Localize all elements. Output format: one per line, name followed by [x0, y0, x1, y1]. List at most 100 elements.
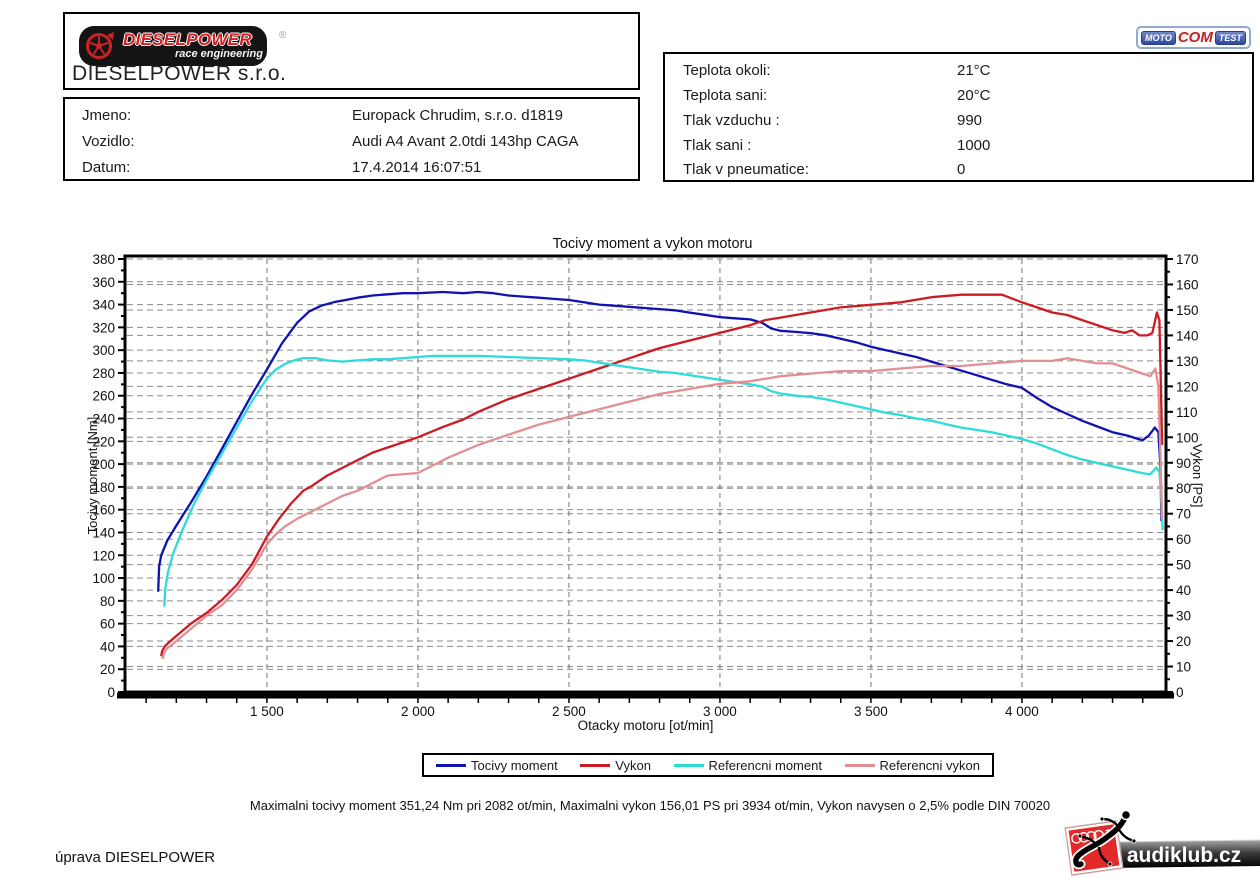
com-text: COM — [1177, 29, 1213, 46]
right-tick-label: 150 — [1176, 303, 1199, 318]
legend-label: Tocivy moment — [471, 757, 558, 773]
legend-swatch — [436, 763, 466, 767]
legend-label: Referencni vykon — [879, 757, 980, 773]
row-label: Tlak sani : — [683, 137, 752, 154]
bottom-tick-label: 1 500 — [250, 704, 284, 719]
row-label: Tlak vzduchu : — [683, 112, 780, 129]
right-tick-label: 30 — [1176, 609, 1191, 624]
right-tick-label: 140 — [1176, 328, 1199, 343]
customer-row: Jmeno: Europack Chrudim, s.r.o. d1819 — [82, 107, 622, 127]
left-tick-label: 380 — [92, 252, 115, 267]
bottom-tick-label: 2 500 — [552, 704, 586, 719]
row-value: 20°C — [957, 87, 991, 104]
condition-row: Teplota okoli: 21°C — [683, 62, 1233, 82]
row-value: Audi A4 Avant 2.0tdi 143hp CAGA — [352, 133, 579, 150]
results-summary: Maximalni tocivy moment 351,24 Nm pri 20… — [249, 798, 1051, 813]
legend-item: Referencni moment — [673, 757, 822, 773]
curve-vykon — [160, 293, 1164, 657]
legend-swatch — [580, 763, 611, 767]
audiklub-text: audiklub.cz — [1127, 844, 1241, 867]
right-tick-label: 110 — [1176, 405, 1198, 420]
left-tick-label: 220 — [92, 434, 115, 449]
row-label: Teplota sani: — [683, 87, 768, 104]
right-tick-label: 40 — [1176, 583, 1191, 598]
condition-row: Teplota sani: 20°C — [683, 87, 1233, 107]
left-tick-label: 240 — [92, 412, 115, 427]
customer-row: Datum: 17.4.2014 16:07:51 — [82, 159, 622, 179]
company-box: DIESELPOWER race engineering ® DIESELPOW… — [63, 12, 640, 90]
row-value: 0 — [957, 161, 966, 178]
row-value: 21°C — [957, 62, 991, 79]
row-label: Datum: — [82, 159, 131, 176]
left-tick-label: 320 — [92, 320, 115, 335]
tuning-label: úprava DIESELPOWER — [55, 849, 216, 866]
conditions-box: Teplota okoli: 21°C Teplota sani: 20°C T… — [663, 52, 1254, 182]
gecko-icon — [1071, 809, 1137, 870]
row-value: 17.4.2014 16:07:51 — [352, 159, 482, 176]
bottom-tick-label: 3 000 — [703, 704, 737, 719]
bottom-tick-label: 3 500 — [854, 704, 888, 719]
right-tick-label: 100 — [1176, 430, 1199, 445]
left-tick-label: 300 — [92, 343, 115, 358]
customer-row: Vozidlo: Audi A4 Avant 2.0tdi 143hp CAGA — [82, 133, 622, 153]
left-tick-label: 80 — [100, 594, 115, 609]
logo-subtitle-text: race engineering — [174, 48, 263, 60]
test-badge: TEST — [1214, 30, 1246, 45]
legend-item: Referencni vykon — [844, 757, 980, 773]
left-tick-label: 100 — [92, 571, 115, 586]
left-tick-label: 180 — [92, 480, 115, 495]
right-tick-label: 70 — [1176, 507, 1191, 522]
legend-label: Vykon — [615, 757, 651, 773]
row-value: Europack Chrudim, s.r.o. d1819 — [352, 107, 563, 124]
registered-mark: ® — [279, 30, 287, 41]
condition-row: Tlak sani : 1000 — [683, 137, 1233, 157]
left-tick-label: 140 — [92, 525, 115, 540]
condition-row: Tlak v pneumatice: 0 — [683, 161, 1233, 181]
turbo-icon — [86, 32, 114, 59]
condition-row: Tlak vzduchu : 990 — [683, 112, 1233, 132]
bottom-tick-label: 4 000 — [1005, 704, 1039, 719]
left-tick-label: 280 — [92, 366, 115, 381]
x-axis-label: Otacky motoru [ot/min] — [578, 718, 714, 733]
left-tick-label: 360 — [92, 275, 115, 290]
curve-referencni-vykon — [161, 357, 1164, 660]
chart-title: Tocivy moment a vykon motoru — [553, 236, 753, 252]
left-tick-label: 260 — [92, 389, 115, 404]
moto-badge: MOTO — [1141, 30, 1176, 45]
left-tick-label: 340 — [92, 298, 115, 313]
legend-label: Referencni moment — [708, 757, 822, 773]
right-tick-label: 120 — [1176, 379, 1199, 394]
right-tick-label: 50 — [1176, 558, 1191, 573]
y-axis-right-label: Vykon [PS] — [1190, 444, 1205, 508]
row-label: Jmeno: — [82, 107, 132, 124]
left-tick-label: 40 — [100, 639, 115, 654]
row-label: Tlak v pneumatice: — [683, 161, 809, 178]
company-name: DIESELPOWER s.r.o. — [72, 62, 287, 85]
legend-swatch — [673, 763, 704, 767]
left-tick-label: 0 — [107, 685, 115, 700]
customer-box: Jmeno: Europack Chrudim, s.r.o. d1819 Vo… — [63, 97, 640, 181]
right-tick-label: 160 — [1176, 277, 1199, 292]
legend-item: Tocivy moment — [436, 758, 558, 773]
row-value: 1000 — [957, 137, 991, 154]
audiklub-bar — [1108, 840, 1260, 868]
legend-item: Vykon — [580, 758, 651, 773]
left-tick-label: 120 — [92, 548, 115, 563]
right-tick-label: 90 — [1176, 456, 1191, 471]
right-tick-label: 80 — [1176, 481, 1191, 496]
plot-border — [123, 254, 1168, 694]
curve-tocivy-moment — [157, 290, 1163, 592]
left-tick-label: 60 — [100, 617, 115, 632]
motocomtest-logo: MOTO COM TEST — [1136, 26, 1251, 49]
right-tick-label: 60 — [1176, 532, 1191, 547]
right-tick-label: 20 — [1176, 634, 1191, 649]
right-tick-label: 130 — [1176, 354, 1199, 369]
y-axis-left-label: Tocivy moment [Nm] — [85, 417, 100, 535]
dieselpower-logo: DIESELPOWER race engineering ® — [79, 26, 286, 66]
left-tick-label: 160 — [92, 503, 115, 518]
right-tick-label: 10 — [1176, 660, 1191, 675]
left-tick-label: 200 — [92, 457, 115, 472]
left-tick-label: 20 — [100, 662, 115, 677]
